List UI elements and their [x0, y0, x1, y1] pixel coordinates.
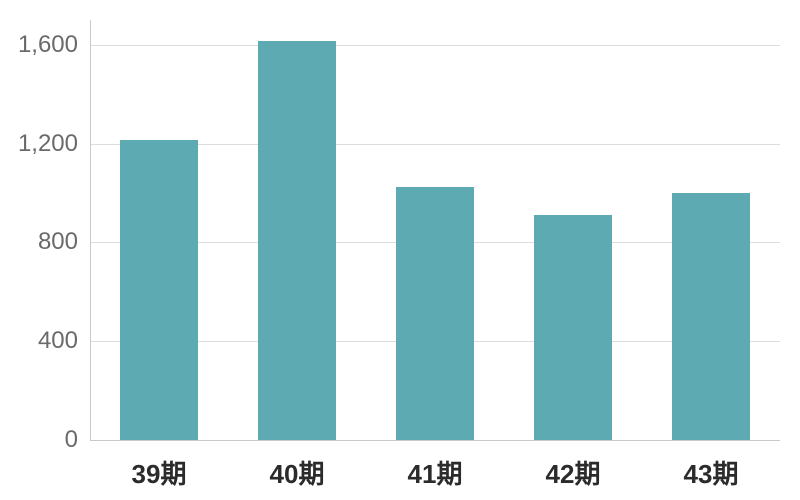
- y-tick-label: 0: [65, 426, 90, 454]
- y-tick-label: 800: [38, 228, 90, 256]
- bar: [120, 140, 197, 440]
- bar: [534, 215, 611, 440]
- plot-area: 04008001,2001,60039期40期41期42期43期: [90, 20, 780, 440]
- y-tick-label: 1,200: [18, 130, 90, 158]
- x-tick-label: 42期: [546, 440, 601, 491]
- bar-chart: 0 400 800 1,200 1,600 39期 40期 41期 42期 43期: [0, 0, 800, 500]
- x-tick-label: 39期: [132, 440, 187, 491]
- y-tick-label: 1,600: [18, 31, 90, 59]
- gridline: [90, 45, 780, 46]
- x-tick-label: 43期: [684, 440, 739, 491]
- y-tick-label: 400: [38, 327, 90, 355]
- bar: [258, 41, 335, 440]
- bar: [396, 187, 473, 440]
- bar: [672, 193, 749, 440]
- x-tick-label: 40期: [270, 440, 325, 491]
- x-tick-label: 41期: [408, 440, 463, 491]
- y-axis-line: [90, 20, 91, 440]
